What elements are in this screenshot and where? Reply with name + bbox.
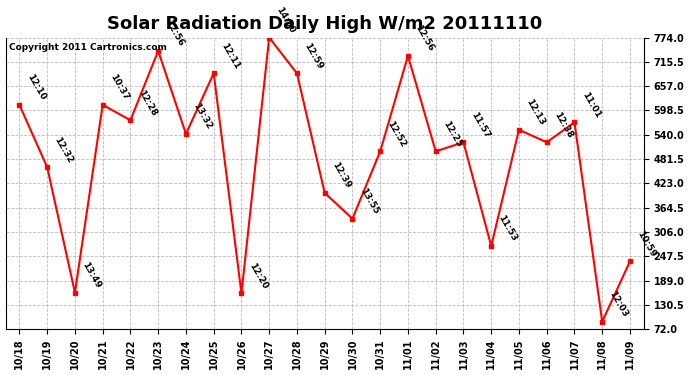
Title: Solar Radiation Daily High W/m2 20111110: Solar Radiation Daily High W/m2 20111110 xyxy=(107,15,542,33)
Text: 12:25: 12:25 xyxy=(442,119,464,148)
Text: 12:38: 12:38 xyxy=(552,110,574,140)
Text: 12:32: 12:32 xyxy=(52,135,75,164)
Text: 11:01: 11:01 xyxy=(580,90,602,120)
Text: 13:55: 13:55 xyxy=(358,187,380,216)
Text: Copyright 2011 Cartronics.com: Copyright 2011 Cartronics.com xyxy=(9,44,166,52)
Text: 10:37: 10:37 xyxy=(108,73,130,102)
Text: 13:32: 13:32 xyxy=(192,102,214,131)
Text: 12:56: 12:56 xyxy=(413,24,435,53)
Text: 12:03: 12:03 xyxy=(608,290,630,319)
Text: 14:50: 14:50 xyxy=(275,6,297,35)
Text: 11:57: 11:57 xyxy=(469,110,491,140)
Text: 12:56: 12:56 xyxy=(164,19,186,48)
Text: 11:53: 11:53 xyxy=(497,214,519,243)
Text: 10:59: 10:59 xyxy=(635,230,658,259)
Text: 12:28: 12:28 xyxy=(136,88,158,117)
Text: 12:13: 12:13 xyxy=(524,98,546,127)
Text: 12:59: 12:59 xyxy=(302,41,325,70)
Text: 12:10: 12:10 xyxy=(25,73,47,102)
Text: 12:52: 12:52 xyxy=(386,119,408,148)
Text: 12:20: 12:20 xyxy=(247,261,269,291)
Text: 13:49: 13:49 xyxy=(81,260,103,290)
Text: 12:39: 12:39 xyxy=(331,161,353,190)
Text: 12:11: 12:11 xyxy=(219,41,242,70)
